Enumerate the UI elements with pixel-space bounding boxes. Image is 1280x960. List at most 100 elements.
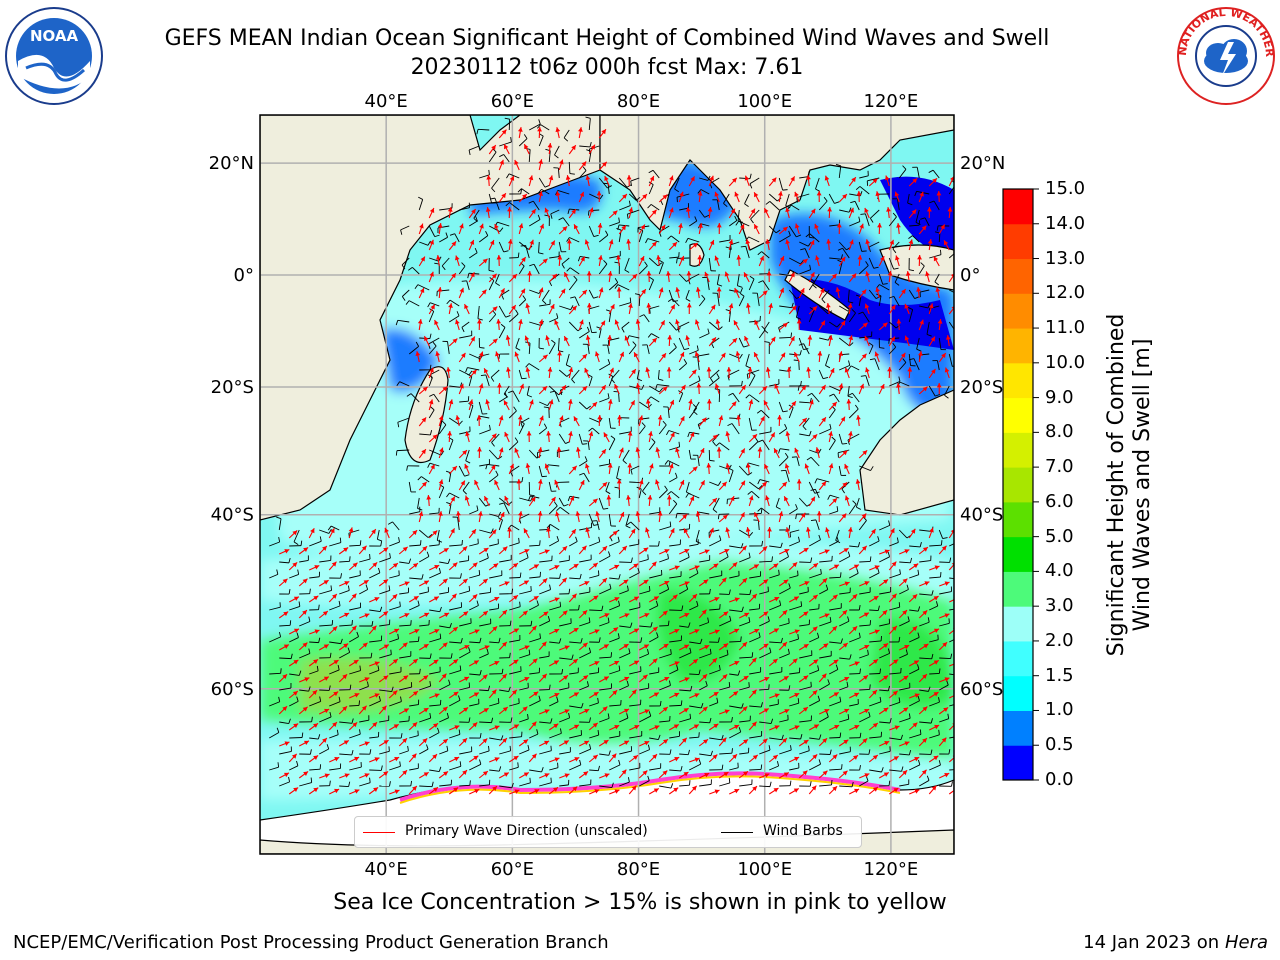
wind-barb-flag	[677, 327, 680, 333]
wind-barb-flag	[649, 276, 654, 281]
wind-barb	[401, 257, 410, 266]
wind-barb	[389, 541, 400, 547]
wind-barb-flag	[430, 406, 435, 411]
wind-barb	[519, 513, 530, 520]
wind-barb-flag	[741, 380, 743, 386]
wind-barb-flag	[675, 513, 678, 519]
wind-barb	[548, 343, 556, 355]
wind-barb	[738, 337, 744, 348]
wind-barb	[608, 337, 620, 342]
wind-barb	[689, 220, 698, 227]
wind-barb-flag	[406, 465, 409, 471]
wind-barb	[798, 497, 808, 507]
wind-barb	[509, 202, 520, 211]
wind-barb	[748, 236, 760, 243]
wind-barb-flag	[727, 375, 730, 381]
wind-barb-flag	[728, 589, 731, 595]
colorbar-segment	[1003, 293, 1033, 329]
wind-barb	[541, 188, 550, 195]
wind-barb	[421, 476, 430, 483]
wind-barb	[473, 209, 480, 219]
wind-barb	[669, 446, 680, 451]
wind-barb	[657, 384, 670, 387]
colorbar-segment	[1003, 501, 1033, 538]
wind-barb	[838, 449, 850, 454]
wind-barb	[650, 396, 660, 403]
wind-barb-flag	[536, 124, 541, 129]
wind-barb-flag	[775, 229, 781, 234]
wind-barb-flag	[427, 240, 431, 246]
wind-barb	[759, 620, 770, 627]
wind-barb-flag	[599, 194, 604, 200]
wind-barb	[849, 572, 859, 579]
wind-barb	[719, 442, 730, 451]
wind-barb-flag	[748, 552, 751, 558]
wind-barb-flag	[550, 213, 553, 219]
wind-barb	[369, 609, 381, 613]
wind-barb	[924, 217, 930, 227]
wind-barb-flag	[556, 535, 560, 541]
wind-barb	[769, 604, 781, 611]
wind-barb-flag	[778, 569, 780, 575]
wind-barb-flag	[593, 296, 599, 299]
wind-barb	[526, 385, 530, 396]
wind-barb	[529, 604, 539, 611]
wind-barb-flag	[365, 584, 369, 590]
wind-barb	[878, 273, 884, 285]
wind-barb-flag	[728, 467, 734, 471]
wind-barb	[648, 257, 659, 267]
wind-barb-flag	[796, 316, 802, 320]
wind-barb	[628, 335, 640, 339]
wind-barb-flag	[868, 246, 871, 252]
wind-barb-flag	[803, 348, 809, 350]
wind-barb-flag	[788, 230, 791, 236]
wind-barb	[748, 417, 753, 431]
wind-barb	[796, 456, 800, 467]
wind-barb-flag	[647, 333, 652, 338]
wind-barb-flag	[757, 507, 762, 512]
wind-barb-flag	[675, 472, 678, 478]
wind-barb-flag	[719, 535, 722, 541]
wind-barb	[730, 241, 740, 246]
wind-barb	[488, 151, 497, 163]
wind-barb	[756, 293, 760, 307]
wind-barb	[693, 401, 700, 412]
wind-barb	[628, 193, 637, 201]
wind-barb-flag	[928, 169, 934, 173]
wind-barb-flag	[605, 309, 611, 312]
wind-barb	[569, 208, 580, 211]
wind-barb	[700, 189, 710, 195]
wind-barb	[669, 477, 678, 483]
wind-barb	[509, 542, 520, 547]
wind-barb	[428, 377, 433, 387]
wind-barb-flag	[417, 476, 422, 481]
wind-barb	[674, 177, 680, 190]
wind-barb-flag	[377, 538, 383, 542]
wind-barb	[588, 321, 593, 333]
wind-barb-flag	[276, 569, 279, 575]
wind-barb-flag	[603, 507, 609, 510]
wind-barb-flag	[787, 204, 792, 210]
wind-barb	[809, 449, 819, 454]
wind-barb	[457, 517, 460, 531]
wind-barb	[630, 177, 640, 182]
wind-barb	[639, 590, 651, 595]
wind-barb	[528, 343, 531, 355]
wind-barb	[759, 591, 769, 595]
wind-barb	[749, 575, 761, 579]
wind-barb	[855, 497, 860, 508]
wind-barb-flag	[761, 325, 766, 331]
wind-barb-flag	[869, 218, 874, 223]
wind-barb-flag	[809, 264, 812, 270]
wind-barb	[459, 207, 470, 211]
wind-barb	[565, 353, 570, 366]
wind-barb	[625, 513, 630, 526]
wind-barb-flag	[649, 308, 651, 314]
wind-barb	[779, 556, 789, 563]
wind-barb	[788, 225, 797, 238]
wind-barb-flag	[491, 187, 496, 193]
colorbar-segment	[1003, 223, 1033, 260]
wind-barb	[729, 545, 742, 549]
wind-barb-flag	[563, 503, 569, 507]
wind-barb-flag	[645, 238, 649, 244]
